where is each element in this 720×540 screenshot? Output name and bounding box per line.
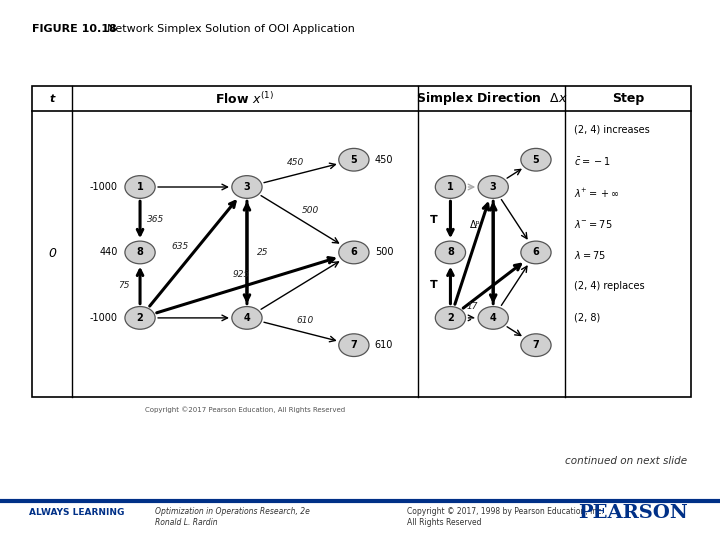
Text: 1: 1 bbox=[447, 182, 454, 192]
Text: -1000: -1000 bbox=[90, 313, 118, 323]
Circle shape bbox=[125, 241, 156, 264]
Text: 610: 610 bbox=[297, 316, 314, 325]
Circle shape bbox=[338, 334, 369, 356]
Text: 25: 25 bbox=[257, 248, 269, 257]
Text: $\lambda^{+} = +\infty$: $\lambda^{+} = +\infty$ bbox=[574, 187, 620, 200]
Text: Copyright © 2017, 1998 by Pearson Education, Inc.: Copyright © 2017, 1998 by Pearson Educat… bbox=[407, 507, 603, 516]
Circle shape bbox=[232, 176, 262, 198]
Circle shape bbox=[478, 176, 508, 198]
Text: Δᵖ: Δᵖ bbox=[469, 220, 480, 230]
Text: (2, 4) increases: (2, 4) increases bbox=[574, 124, 649, 134]
Text: Network Simplex Solution of OOI Application: Network Simplex Solution of OOI Applicat… bbox=[107, 24, 354, 34]
Text: ALWAYS LEARNING: ALWAYS LEARNING bbox=[29, 508, 124, 517]
Circle shape bbox=[436, 307, 466, 329]
Text: FIGURE 10.18: FIGURE 10.18 bbox=[32, 24, 117, 34]
Bar bbox=[32, 86, 691, 397]
Circle shape bbox=[125, 307, 156, 329]
Circle shape bbox=[436, 241, 466, 264]
Text: Copyright ©2017 Pearson Education, All Rights Reserved: Copyright ©2017 Pearson Education, All R… bbox=[145, 407, 345, 413]
Circle shape bbox=[478, 307, 508, 329]
Text: 4: 4 bbox=[243, 313, 251, 323]
Text: 6: 6 bbox=[533, 247, 539, 258]
Circle shape bbox=[521, 241, 551, 264]
Text: Flow $x^{(1)}$: Flow $x^{(1)}$ bbox=[215, 91, 274, 106]
Text: 6: 6 bbox=[351, 247, 357, 258]
Text: 450: 450 bbox=[287, 158, 304, 167]
Circle shape bbox=[338, 241, 369, 264]
Text: continued on next slide: continued on next slide bbox=[565, 456, 688, 467]
Text: 75: 75 bbox=[119, 281, 130, 289]
Text: t: t bbox=[50, 93, 55, 104]
Text: 1: 1 bbox=[137, 182, 143, 192]
Text: T̅: T̅ bbox=[430, 280, 438, 290]
Circle shape bbox=[125, 176, 156, 198]
Text: 7: 7 bbox=[351, 340, 357, 350]
Circle shape bbox=[338, 148, 369, 171]
Text: 17: 17 bbox=[466, 301, 477, 310]
Text: 5: 5 bbox=[533, 155, 539, 165]
Text: Simplex Direction  $\Delta x$: Simplex Direction $\Delta x$ bbox=[415, 90, 567, 107]
Text: (2, 4) replaces: (2, 4) replaces bbox=[574, 281, 644, 291]
Text: 3: 3 bbox=[243, 182, 251, 192]
Text: 3: 3 bbox=[490, 182, 497, 192]
Text: 440: 440 bbox=[99, 247, 118, 258]
Text: 0: 0 bbox=[48, 247, 56, 260]
Text: T̅: T̅ bbox=[430, 215, 438, 225]
Text: $\bar{c} = -1$: $\bar{c} = -1$ bbox=[574, 156, 611, 167]
Text: 500: 500 bbox=[374, 247, 393, 258]
Text: Step: Step bbox=[612, 92, 644, 105]
Text: 925: 925 bbox=[233, 269, 250, 279]
Text: PEARSON: PEARSON bbox=[578, 504, 688, 522]
Text: -1000: -1000 bbox=[90, 182, 118, 192]
Circle shape bbox=[521, 334, 551, 356]
Text: 4: 4 bbox=[490, 313, 497, 323]
Text: Ronald L. Rardin: Ronald L. Rardin bbox=[155, 518, 217, 528]
Text: 635: 635 bbox=[171, 242, 189, 251]
Text: All Rights Reserved: All Rights Reserved bbox=[407, 518, 481, 528]
Text: 2: 2 bbox=[447, 313, 454, 323]
Text: 8: 8 bbox=[137, 247, 143, 258]
Circle shape bbox=[436, 176, 466, 198]
Text: 450: 450 bbox=[374, 155, 393, 165]
Text: 365: 365 bbox=[148, 215, 164, 224]
Text: 7: 7 bbox=[533, 340, 539, 350]
Circle shape bbox=[232, 307, 262, 329]
Text: 500: 500 bbox=[302, 206, 319, 215]
Text: 5: 5 bbox=[351, 155, 357, 165]
Text: 2: 2 bbox=[137, 313, 143, 323]
Text: Optimization in Operations Research, 2e: Optimization in Operations Research, 2e bbox=[155, 507, 310, 516]
Circle shape bbox=[521, 148, 551, 171]
Text: (2, 8): (2, 8) bbox=[574, 312, 600, 322]
Text: 8: 8 bbox=[447, 247, 454, 258]
Text: $\lambda = 75$: $\lambda = 75$ bbox=[574, 249, 606, 261]
Text: 610: 610 bbox=[374, 340, 393, 350]
Text: $\lambda^{-} = 75$: $\lambda^{-} = 75$ bbox=[574, 218, 613, 230]
